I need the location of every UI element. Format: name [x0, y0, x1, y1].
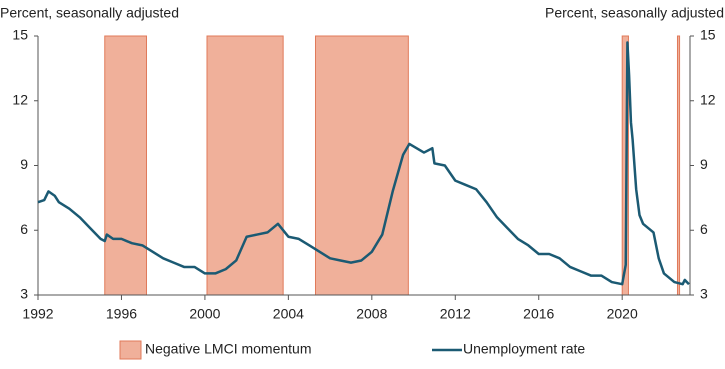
shaded-period: [206, 35, 284, 296]
series-line: [37, 41, 690, 286]
x-tick-label: 2000: [189, 306, 220, 322]
x-tick-label: 2020: [607, 306, 638, 322]
y2-tick-label: 15: [700, 27, 716, 43]
shaded-period: [104, 35, 147, 296]
y-tick-label: 6: [20, 221, 28, 237]
y2-tick-label: 3: [700, 286, 708, 302]
y-tick-label: 15: [12, 27, 28, 43]
y-axis-label: Percent, seasonally adjusted: [0, 5, 179, 21]
y2-axis-label: Percent, seasonally adjusted: [545, 5, 724, 21]
x-tick-label: 2008: [356, 306, 387, 322]
shaded-period: [314, 35, 409, 296]
y-tick-label: 9: [20, 156, 28, 172]
y2-tick-label: 9: [700, 156, 708, 172]
x-tick-label: 1996: [106, 306, 137, 322]
x-tick-label: 2012: [440, 306, 471, 322]
y-tick-label: 3: [20, 286, 28, 302]
x-tick-label: 1992: [22, 306, 53, 322]
legend-label: Unemployment rate: [463, 341, 585, 357]
y2-tick-label: 6: [700, 221, 708, 237]
x-tick-label: 2016: [523, 306, 554, 322]
y-tick-label: 12: [12, 91, 28, 107]
y2-tick-label: 12: [700, 91, 716, 107]
x-tick-label: 2004: [273, 306, 304, 322]
shaded-period: [676, 35, 681, 296]
legend-label: Negative LMCI momentum: [145, 341, 312, 357]
legend-swatch: [119, 340, 142, 360]
